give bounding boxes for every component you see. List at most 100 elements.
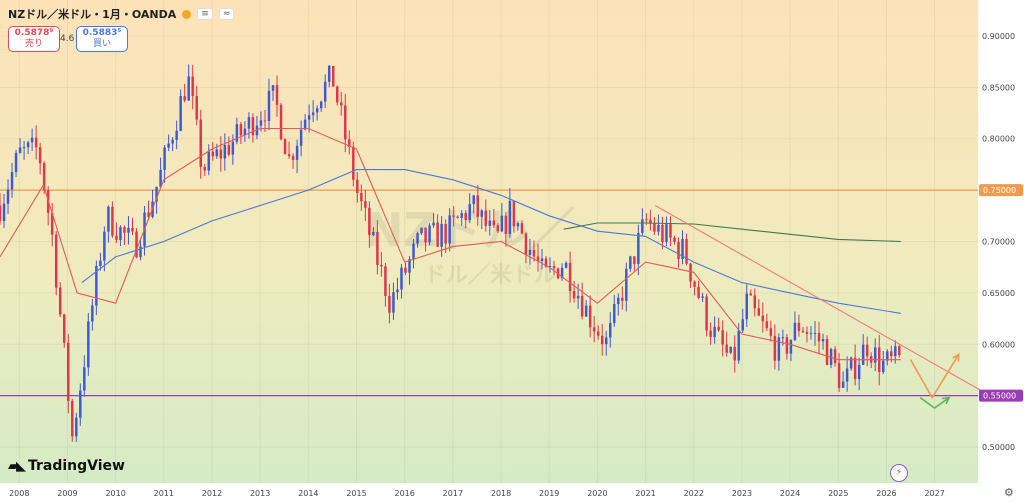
mini-button-2[interactable]: ≈ — [218, 8, 235, 20]
scenario-arrow-head — [942, 396, 951, 405]
candle-body — [665, 224, 668, 243]
candle-body — [544, 258, 548, 267]
candle-body — [34, 137, 38, 148]
candle-body — [641, 219, 644, 233]
candle-body — [6, 189, 10, 204]
candle-body — [287, 154, 291, 157]
candle-body — [657, 224, 660, 232]
symbol-title[interactable]: NZドル／米ドル・1月・OANDA — [8, 8, 177, 21]
candle-body — [384, 266, 387, 297]
tradingview-logo[interactable]: ▰◣ TradingView — [8, 458, 125, 474]
resistance-trendline[interactable] — [654, 205, 984, 393]
mini-button-1[interactable]: ≡ — [197, 8, 213, 20]
candle-body — [588, 305, 592, 328]
lightning-icon[interactable]: ⚡ — [890, 464, 908, 482]
candle-body — [729, 346, 732, 353]
time-tick-label: 2025 — [828, 489, 848, 498]
candle-body — [412, 243, 415, 260]
time-tick-label: 2018 — [491, 489, 511, 498]
candle-body — [677, 241, 680, 260]
candle-body — [653, 223, 656, 232]
candle-body — [344, 105, 347, 140]
candle-body — [480, 210, 484, 217]
candle-body — [508, 200, 512, 234]
scenario-arrow-path[interactable] — [919, 397, 950, 409]
candle-body — [163, 147, 166, 170]
level-price-label: 0.75000 — [983, 186, 1016, 195]
candle-body — [476, 195, 480, 217]
price-axis[interactable]: 0.90000 0.85000 0.80000 0.75000 0.70000 0.650… — [979, 32, 1023, 452]
candle-body — [857, 364, 861, 380]
candle-body — [372, 231, 375, 236]
candle-body — [291, 156, 295, 160]
level-price-label: 0.55000 — [983, 392, 1016, 401]
gear-icon[interactable]: ⚙ — [1004, 486, 1014, 499]
price-tick-label: 0.90000 — [982, 32, 1015, 41]
trendline[interactable] — [654, 205, 984, 393]
candle-body — [613, 304, 616, 323]
candle-body — [773, 335, 777, 361]
candle-body — [183, 96, 186, 101]
candle-body — [673, 237, 676, 242]
candle-body — [83, 367, 86, 391]
candle-body — [340, 102, 343, 106]
candle-body — [504, 215, 508, 234]
candle-body — [825, 339, 829, 365]
candle-body — [26, 142, 30, 148]
scenario-arrows[interactable] — [909, 353, 960, 409]
candle-body — [580, 295, 584, 317]
candle-body — [496, 225, 500, 232]
candle-body — [42, 163, 46, 191]
candle-body — [420, 227, 423, 234]
candle-body — [845, 368, 849, 382]
candle-body — [645, 219, 648, 221]
candle-body — [749, 293, 753, 296]
candle-body — [195, 96, 198, 120]
buy-button[interactable]: 0.5883⁵ 買い — [76, 26, 128, 52]
candle-body — [335, 86, 339, 103]
price-tick-label: 0.70000 — [982, 238, 1015, 247]
candle-body — [568, 262, 572, 292]
candle-body — [2, 203, 6, 221]
candle-body — [131, 227, 134, 232]
candle-body — [207, 151, 211, 171]
buy-price: 0.5883⁵ — [82, 28, 122, 38]
time-axis[interactable]: 2008 2009 2010 2011 2012 2013 2014 2015 2016 2017… — [9, 489, 945, 498]
candle-body — [263, 120, 267, 122]
sell-button[interactable]: 0.5878⁹ 売り — [8, 26, 60, 52]
sell-label: 売り — [24, 39, 43, 49]
candle-body — [548, 265, 552, 267]
candle-body — [609, 322, 612, 338]
scenario-arrow-path[interactable] — [909, 354, 960, 400]
candle-body — [215, 149, 219, 157]
spread-value: 4.6 — [60, 34, 75, 44]
candle-body — [805, 332, 809, 334]
level-price-tag — [979, 389, 1023, 402]
candle-body — [717, 326, 720, 331]
candle-body — [368, 207, 371, 236]
time-tick-label: 2013 — [250, 489, 270, 498]
candle-body — [315, 108, 319, 113]
candle-body — [159, 169, 162, 187]
candle-body — [882, 360, 885, 372]
sell-price: 0.5878⁹ — [14, 28, 54, 38]
price-tick-label: 0.85000 — [982, 83, 1015, 92]
candle-body — [440, 223, 443, 247]
candle-body — [360, 192, 363, 202]
candle-body — [127, 227, 130, 233]
candle-body — [135, 231, 138, 258]
candle-body — [865, 344, 869, 357]
price-tick-label: 0.60000 — [982, 340, 1015, 349]
candle-body — [625, 268, 628, 301]
candle-body — [592, 327, 596, 332]
candle-body — [753, 295, 757, 309]
time-tick-label: 2023 — [732, 489, 752, 498]
candle-body — [79, 390, 82, 418]
candle-body — [512, 200, 516, 227]
candle-body — [777, 337, 781, 361]
candle-body — [327, 65, 331, 82]
candle-body — [785, 337, 789, 354]
candle-body — [22, 147, 26, 149]
